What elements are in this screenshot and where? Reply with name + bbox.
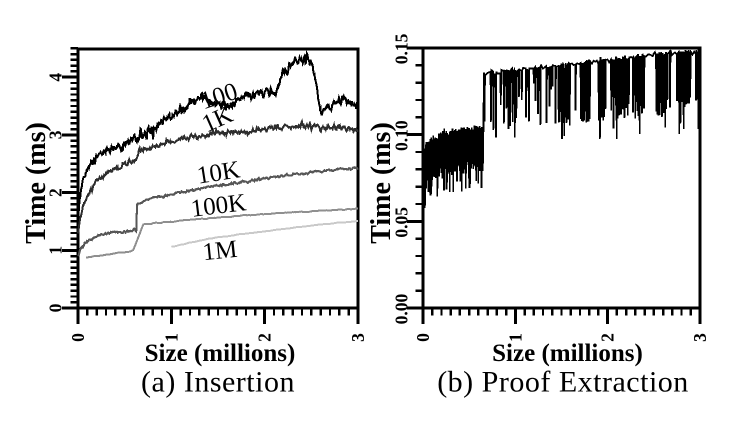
svg-text:0.05: 0.05 [392,207,412,238]
svg-text:1: 1 [161,333,181,342]
svg-text:0.10: 0.10 [392,120,412,151]
svg-text:1: 1 [505,333,525,342]
svg-text:Time (ms): Time (ms) [21,122,52,244]
svg-text:(b) Proof Extraction: (b) Proof Extraction [437,366,689,399]
svg-text:3: 3 [348,333,368,342]
svg-text:0: 0 [413,333,433,342]
svg-text:2: 2 [598,333,618,342]
svg-text:2: 2 [46,188,66,197]
svg-text:Time (ms): Time (ms) [366,122,397,244]
svg-text:0.15: 0.15 [392,33,412,64]
svg-text:0.00: 0.00 [392,293,412,324]
svg-text:4: 4 [46,73,66,82]
svg-text:0: 0 [46,303,66,312]
svg-text:100K: 100K [189,189,247,223]
svg-text:1: 1 [46,246,66,255]
svg-text:3: 3 [690,333,710,342]
svg-text:1M: 1M [201,236,238,266]
svg-text:Size (millions): Size (millions) [492,340,643,367]
svg-text:0: 0 [68,333,88,342]
svg-text:2: 2 [255,333,275,342]
svg-text:3: 3 [46,130,66,139]
svg-text:(a) Insertion: (a) Insertion [141,366,295,399]
svg-text:10K: 10K [195,156,242,189]
svg-text:Size (millions): Size (millions) [145,340,296,367]
